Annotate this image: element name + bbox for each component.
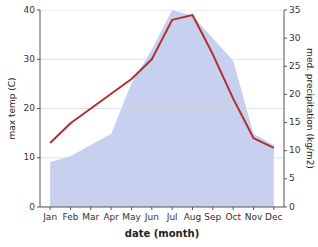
y-tick-label: 40: [24, 5, 36, 15]
x-tick: [253, 207, 254, 210]
y-tick-label: 30: [24, 54, 36, 64]
y2-tick: [284, 178, 287, 179]
y2-tick: [284, 150, 287, 151]
x-axis-line: [40, 207, 284, 208]
x-tick: [233, 207, 234, 210]
x-tick: [131, 207, 132, 210]
x-tick: [151, 207, 152, 210]
y-tick: [37, 207, 40, 208]
x-tick-label: May: [122, 212, 141, 222]
grid-line: [40, 59, 284, 60]
y2-tick-label: 5: [289, 173, 295, 183]
grid-line: [40, 10, 284, 11]
y2-tick-label: 15: [289, 117, 300, 127]
y-tick: [37, 108, 40, 109]
x-tick-label: Aug: [184, 212, 202, 222]
x-tick: [172, 207, 173, 210]
y2-tick-label: 10: [289, 145, 301, 155]
y2-tick: [284, 122, 287, 123]
grid-line: [40, 207, 284, 208]
x-tick: [273, 207, 274, 210]
x-tick: [192, 207, 193, 210]
x-tick: [90, 207, 91, 210]
y2-tick: [284, 38, 287, 39]
grid-line: [40, 108, 284, 109]
x-axis-label: date (month): [125, 228, 199, 239]
y2-tick-label: 0: [289, 202, 295, 212]
y2-tick: [284, 207, 287, 208]
x-tick-label: Sep: [204, 212, 221, 222]
plot-area: [40, 10, 284, 207]
y-tick: [37, 10, 40, 11]
y-axis-label: max temp (C): [7, 77, 17, 139]
y-tick: [37, 157, 40, 158]
x-tick-label: Jun: [144, 212, 159, 222]
y2-tick-label: 35: [289, 5, 300, 15]
x-tick-label: Apr: [103, 212, 119, 222]
grid-line: [40, 157, 284, 158]
y2-tick-label: 30: [289, 33, 301, 43]
x-tick-label: Dec: [265, 212, 282, 222]
x-tick-label: Oct: [225, 212, 241, 222]
y2-axis-line: [284, 10, 285, 207]
x-tick: [111, 207, 112, 210]
x-tick: [50, 207, 51, 210]
x-tick-label: Jan: [42, 212, 57, 222]
chart: 01020304005101520253035JanFebMarAprMayJu…: [0, 0, 318, 247]
y2-axis-label: med. precipitation (kg/m2): [305, 48, 315, 169]
axes: 01020304005101520253035JanFebMarAprMayJu…: [24, 5, 301, 223]
x-tick-label: Jul: [166, 212, 178, 222]
temperature-line: [50, 15, 274, 148]
y-tick-label: 10: [24, 152, 36, 162]
y-tick-label: 20: [24, 103, 36, 113]
x-tick: [70, 207, 71, 210]
x-tick-label: Mar: [82, 212, 99, 222]
y-tick: [37, 59, 40, 60]
y2-tick: [284, 10, 287, 11]
x-tick-label: Nov: [245, 212, 263, 222]
y2-tick-label: 25: [289, 61, 300, 71]
y2-tick: [284, 66, 287, 67]
x-tick: [212, 207, 213, 210]
y2-tick-label: 20: [289, 89, 301, 99]
x-tick-label: Feb: [63, 212, 79, 222]
y2-tick: [284, 94, 287, 95]
y-tick-label: 0: [29, 202, 35, 212]
